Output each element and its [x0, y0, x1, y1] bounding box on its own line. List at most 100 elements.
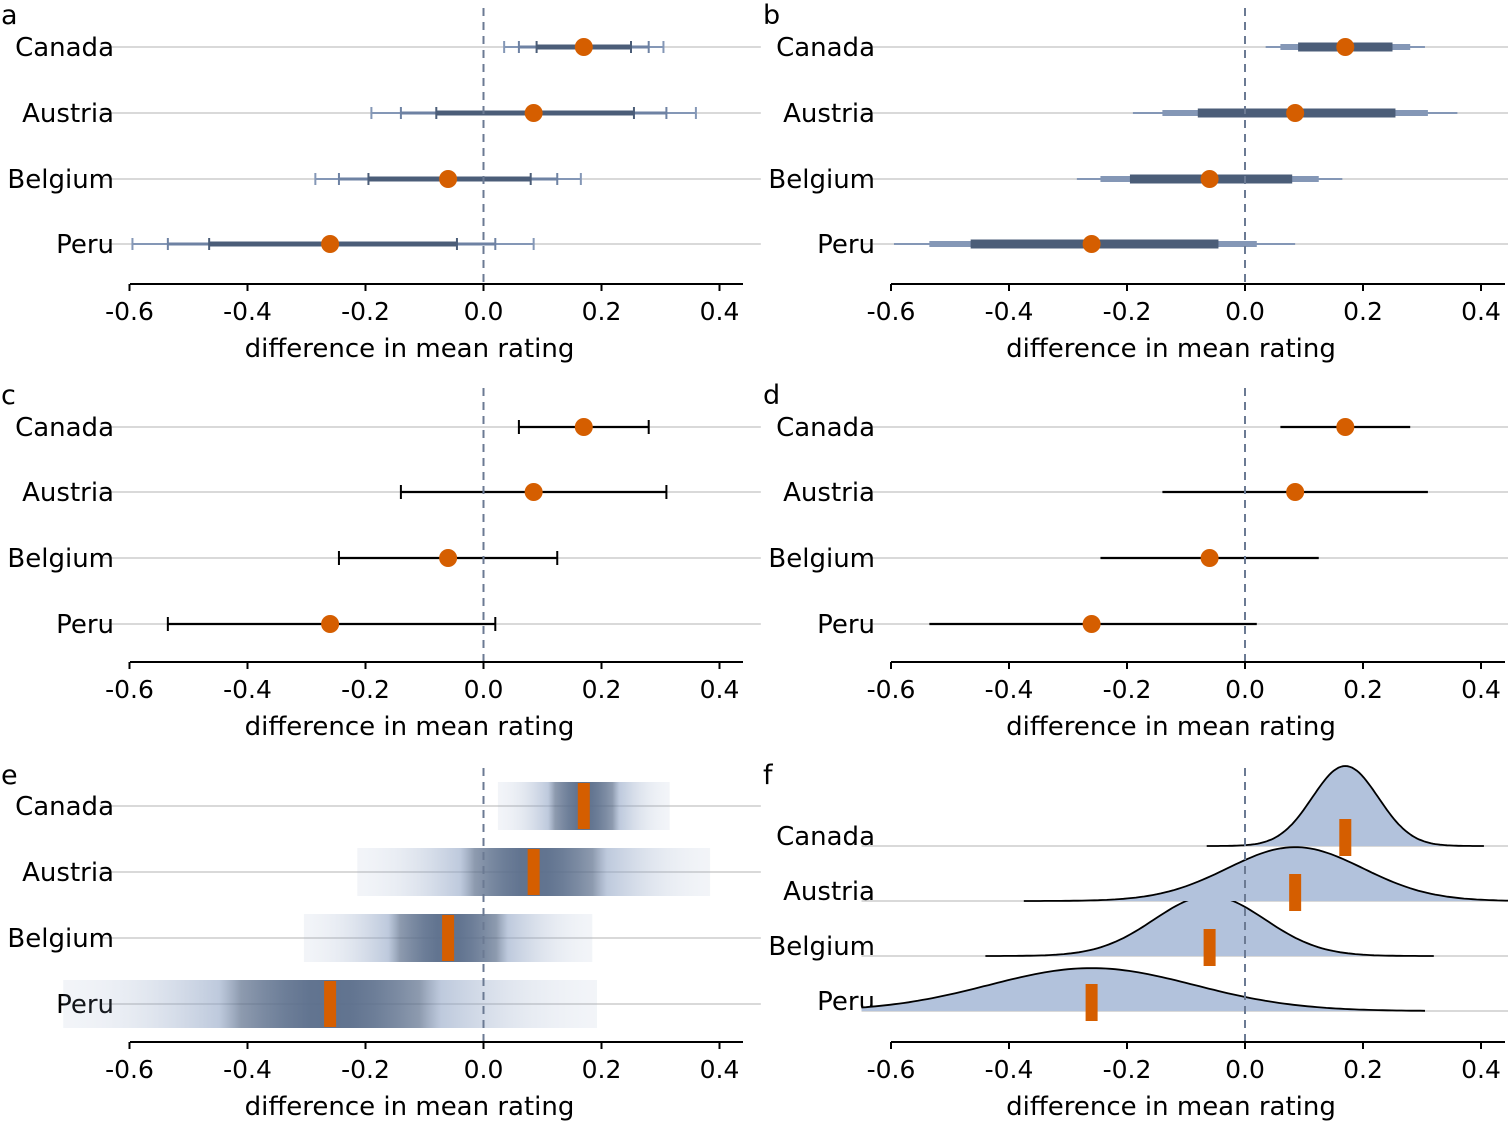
x-tick-label: -0.4	[985, 675, 1034, 704]
estimate-mark	[527, 849, 540, 895]
x-tick-label: 0.0	[1225, 1055, 1265, 1084]
series-belgium	[303, 914, 593, 962]
estimate-point	[1082, 235, 1101, 253]
density-fill	[985, 895, 1434, 956]
series-belgium	[314, 170, 582, 188]
estimate-point	[524, 104, 543, 122]
x-axis-title: difference in mean rating	[245, 712, 575, 742]
category-label-canada: Canada	[776, 33, 875, 63]
x-tick-label: 0.4	[700, 297, 740, 326]
series-austria	[1162, 483, 1428, 501]
category-label-belgium: Belgium	[768, 165, 875, 195]
estimate-mark	[577, 783, 590, 829]
x-tick-label: -0.6	[867, 1055, 916, 1084]
x-tick-label: 0.2	[1343, 297, 1383, 326]
series-canada	[1206, 765, 1484, 856]
x-tick-label: -0.6	[867, 675, 916, 704]
series-canada	[517, 418, 650, 436]
x-tick-label: -0.4	[223, 297, 272, 326]
estimate-mark	[1339, 819, 1352, 856]
x-tick-label: 0.2	[582, 675, 622, 704]
category-label-canada: Canada	[15, 413, 114, 443]
category-label-austria: Austria	[783, 877, 875, 907]
estimate-mark	[1085, 984, 1098, 1021]
category-label-peru: Peru	[817, 987, 875, 1017]
x-tick-label: -0.2	[1103, 675, 1152, 704]
series-peru	[861, 967, 1426, 1021]
x-tick-label: -0.2	[341, 675, 390, 704]
x-tick-label: -0.4	[223, 675, 272, 704]
x-tick-label: 0.4	[1461, 297, 1501, 326]
series-belgium	[1076, 170, 1343, 188]
estimate-mark	[1203, 929, 1216, 966]
x-tick-label: 0.2	[582, 297, 622, 326]
category-label-canada: Canada	[15, 792, 114, 822]
x-tick-label: -0.4	[985, 1055, 1034, 1084]
x-tick-label: 0.4	[700, 675, 740, 704]
category-label-canada: Canada	[15, 33, 114, 63]
estimate-point	[1336, 38, 1355, 56]
panel-e: eCanadaAustriaBelgiumPeru-0.6-0.4-0.20.0…	[1, 760, 761, 1122]
estimate-mark	[324, 981, 337, 1027]
category-label-austria: Austria	[22, 858, 114, 888]
estimate-point	[321, 235, 340, 253]
x-tick-label: 0.4	[700, 1055, 740, 1084]
series-peru	[63, 980, 598, 1028]
panel-label: b	[763, 0, 780, 31]
x-tick-label: 0.2	[582, 1055, 622, 1084]
estimate-point	[1200, 170, 1219, 188]
series-austria	[370, 104, 697, 122]
estimate-point	[524, 483, 543, 501]
x-tick-label: -0.6	[105, 675, 154, 704]
estimate-point	[574, 38, 593, 56]
category-label-austria: Austria	[783, 99, 875, 129]
series-canada	[497, 782, 670, 830]
category-label-austria: Austria	[22, 478, 114, 508]
category-label-belgium: Belgium	[7, 924, 114, 954]
series-canada	[1280, 418, 1411, 436]
x-tick-label: 0.4	[1461, 1055, 1501, 1084]
x-tick-label: -0.2	[341, 1055, 390, 1084]
category-label-canada: Canada	[776, 822, 875, 852]
density-outline	[861, 967, 1426, 1012]
x-tick-label: -0.2	[1103, 297, 1152, 326]
x-tick-label: 0.2	[1343, 675, 1383, 704]
series-austria	[1132, 104, 1458, 122]
x-tick-label: 0.0	[464, 675, 504, 704]
x-tick-label: -0.4	[223, 1055, 272, 1084]
series-austria	[357, 848, 711, 896]
series-belgium	[1100, 549, 1319, 567]
estimate-point	[1200, 549, 1219, 567]
category-label-canada: Canada	[776, 413, 875, 443]
density-fill	[861, 968, 1425, 1011]
panel-label: c	[1, 380, 16, 411]
series-peru	[893, 235, 1296, 253]
density-fill	[1023, 847, 1508, 901]
category-label-peru: Peru	[817, 230, 875, 260]
category-label-austria: Austria	[22, 99, 114, 129]
series-peru	[929, 615, 1257, 633]
category-label-peru: Peru	[56, 230, 114, 260]
x-tick-label: 0.0	[464, 1055, 504, 1084]
panel-label: e	[1, 760, 18, 791]
panel-f: f Canada Austria Belgium Peru -0.6 -0.4 -0.2 0.0…	[763, 760, 1508, 1122]
category-label-peru: Peru	[56, 610, 114, 640]
density-outline	[1023, 846, 1508, 902]
estimate-point	[574, 418, 593, 436]
category-label-austria: Austria	[783, 478, 875, 508]
x-tick-label: -0.4	[985, 297, 1034, 326]
x-tick-label: 0.0	[464, 297, 504, 326]
x-tick-label: 0.4	[1461, 675, 1501, 704]
x-axis-title: difference in mean rating	[1006, 712, 1336, 742]
category-label-belgium: Belgium	[7, 165, 114, 195]
x-axis-title: difference in mean rating	[245, 1092, 575, 1122]
category-label-belgium: Belgium	[768, 544, 875, 574]
estimate-point	[439, 170, 458, 188]
panel-label: a	[1, 0, 18, 31]
x-tick-label: -0.2	[1103, 1055, 1152, 1084]
series-austria	[1023, 846, 1508, 911]
estimate-mark	[1289, 874, 1302, 911]
